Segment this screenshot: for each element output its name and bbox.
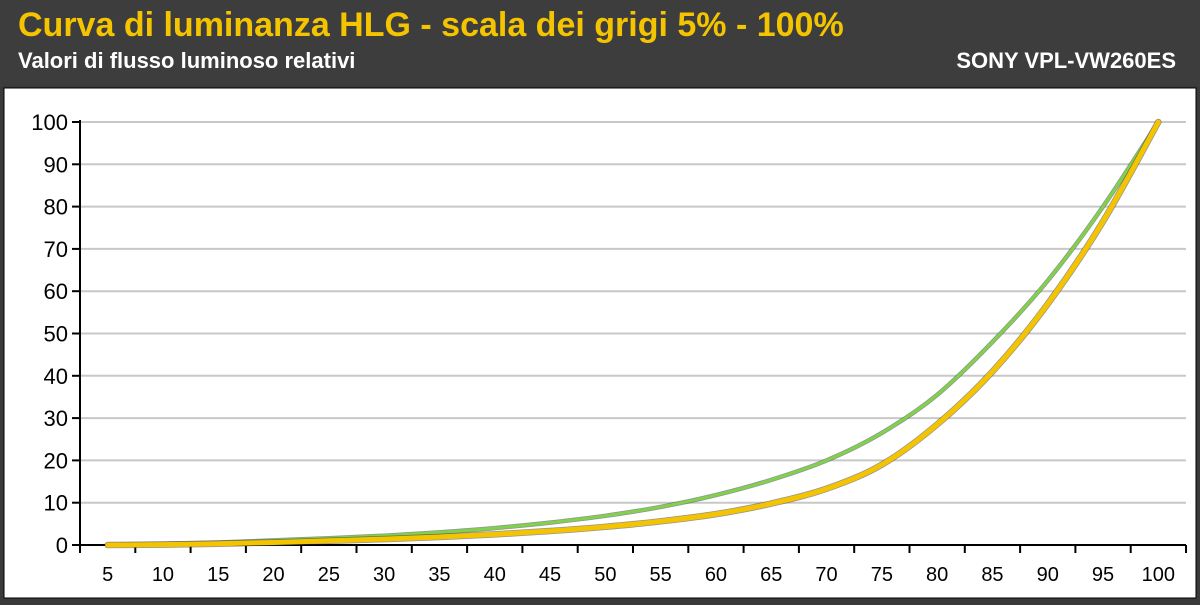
series-0-point-80 xyxy=(935,393,939,397)
series-0-point-75 xyxy=(880,431,884,435)
series-1-point-50 xyxy=(603,525,607,529)
series-0-point-50 xyxy=(603,514,607,518)
series-0-point-70 xyxy=(825,458,829,462)
x-tick-label-80: 80 xyxy=(926,564,948,586)
x-tick-labels: 5 10 15 20 25 30 35 40 45 50 55 60 65 70 75 80 85 90 95 100 xyxy=(102,564,1175,586)
chart-title: Curva di luminanza HLG - scala dei grigi… xyxy=(18,6,844,44)
series-1-point-35 xyxy=(437,535,441,539)
y-tick-label-20: 20 xyxy=(44,448,68,473)
x-tick-label-50: 50 xyxy=(594,564,616,586)
grid-lines xyxy=(80,121,1186,504)
x-tick-label-10: 10 xyxy=(152,564,174,586)
x-tick-label-20: 20 xyxy=(262,564,284,586)
series-1-point-5 xyxy=(106,543,110,547)
series-1-point-85 xyxy=(990,370,994,374)
series-0-point-95 xyxy=(1101,205,1105,209)
series-0-point-45 xyxy=(548,521,552,525)
series-1-point-80 xyxy=(935,422,939,426)
luminance-chart: 0 10 20 30 40 50 60 70 80 90 100 5 10 15 20 25 30 35 40 45… xyxy=(3,87,1197,599)
y-tick-label-60: 60 xyxy=(44,279,68,304)
x-tick-label-25: 25 xyxy=(318,564,340,586)
series-0-point-60 xyxy=(714,493,718,497)
y-tick-label-90: 90 xyxy=(44,152,68,177)
x-tick-label-85: 85 xyxy=(981,564,1003,586)
y-tick-label-70: 70 xyxy=(44,237,68,262)
y-tick-label-40: 40 xyxy=(44,364,68,389)
x-tick-label-55: 55 xyxy=(650,564,672,586)
series-1-point-70 xyxy=(825,487,829,491)
x-tick-label-5: 5 xyxy=(102,564,113,586)
series-1-point-40 xyxy=(493,532,497,536)
x-tick-label-45: 45 xyxy=(539,564,561,586)
series-1-point-25 xyxy=(327,539,331,543)
y-tick-label-50: 50 xyxy=(44,322,68,347)
y-tick-label-30: 30 xyxy=(44,406,68,431)
series-0-point-85 xyxy=(990,340,994,344)
series-1-point-30 xyxy=(382,537,386,541)
x-tick-label-70: 70 xyxy=(815,564,837,586)
series-1-point-20 xyxy=(272,540,276,544)
series-1-line xyxy=(105,119,1161,548)
series-1-point-10 xyxy=(161,543,165,547)
x-tick-label-90: 90 xyxy=(1037,564,1059,586)
series-group xyxy=(104,118,1162,549)
series-0-point-90 xyxy=(1046,279,1050,283)
series-1-point-15 xyxy=(216,542,220,546)
x-tick-label-15: 15 xyxy=(207,564,229,586)
y-tick-labels: 0 10 20 30 40 50 60 70 80 90 100 xyxy=(31,110,68,558)
x-tick-label-75: 75 xyxy=(871,564,893,586)
series-1-point-65 xyxy=(769,502,773,506)
chart-header: Curva di luminanza HLG - scala dei grigi… xyxy=(0,0,1200,86)
series-1-point-60 xyxy=(714,512,718,516)
chart-panel: 0 10 20 30 40 50 60 70 80 90 100 5 10 15 20 25 30 35 40 45… xyxy=(0,86,1200,600)
chart-subtitle: Valori di flusso luminoso relativi xyxy=(18,48,356,73)
series-0-point-55 xyxy=(659,505,663,509)
x-tick-label-100: 100 xyxy=(1142,564,1175,586)
y-tick-label-10: 10 xyxy=(44,491,68,516)
series-1-point-55 xyxy=(659,519,663,523)
series-1-point-90 xyxy=(1046,302,1050,306)
y-tick-label-80: 80 xyxy=(44,195,68,220)
x-tick-label-65: 65 xyxy=(760,564,782,586)
x-tick-label-35: 35 xyxy=(428,564,450,586)
series-0-point-65 xyxy=(769,478,773,482)
x-tick-label-95: 95 xyxy=(1092,564,1114,586)
y-tick-label-0: 0 xyxy=(56,533,68,558)
x-tick-label-40: 40 xyxy=(484,564,506,586)
series-1-point-45 xyxy=(548,529,552,533)
x-tick-label-60: 60 xyxy=(705,564,727,586)
device-model-label: SONY VPL-VW260ES xyxy=(956,48,1176,73)
series-1-point-75 xyxy=(880,463,884,467)
series-0-point-40 xyxy=(493,526,497,530)
x-tick-label-30: 30 xyxy=(373,564,395,586)
series-1-point-95 xyxy=(1101,219,1105,223)
plot-background xyxy=(3,87,1197,599)
y-tick-label-100: 100 xyxy=(31,110,68,135)
series-1-point-100 xyxy=(1156,120,1160,124)
